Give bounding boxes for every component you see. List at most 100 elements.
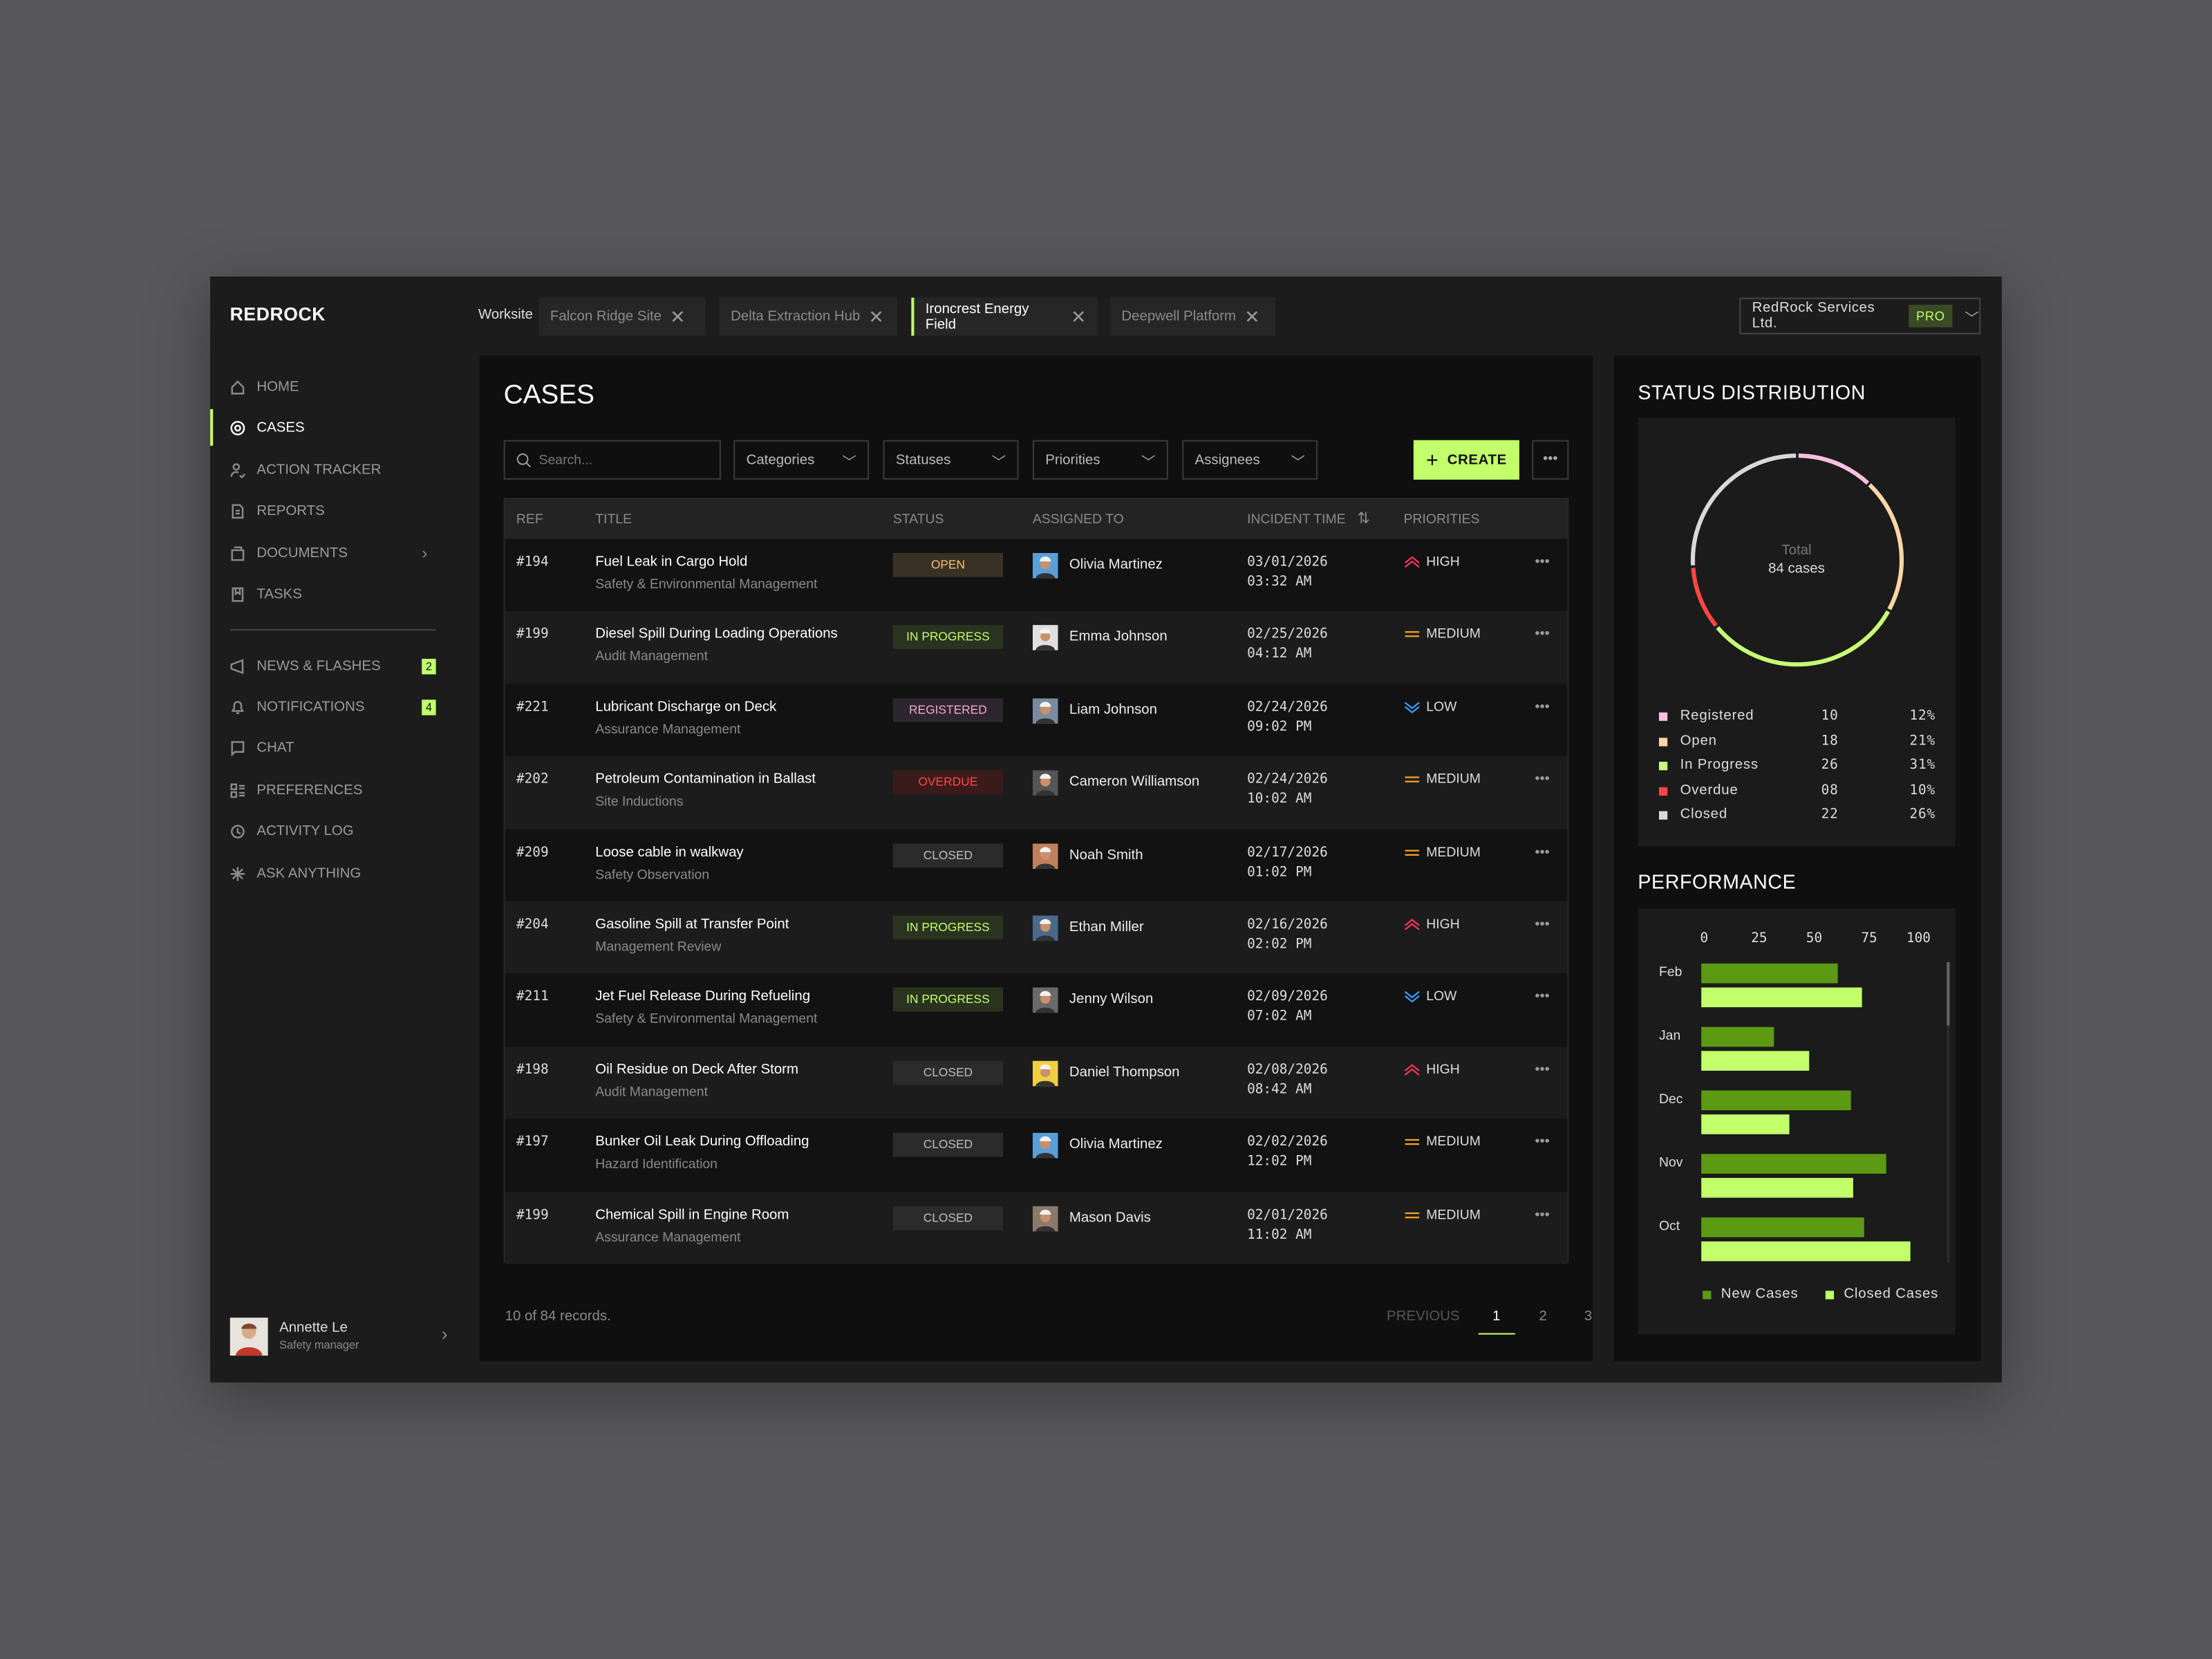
table-row[interactable]: #197 Bunker Oil Leak During Offloading Haz… [505,1118,1568,1192]
sidebar-item-home[interactable]: HOME [210,368,478,405]
scrollbar-thumb[interactable] [1947,962,1950,1026]
table-row[interactable]: #199 Diesel Spill During Loading Operatio… [505,611,1568,684]
worksite-tab[interactable]: Falcon Ridge Site ✕ [538,297,706,336]
row-actions-button[interactable]: ••• [1535,989,1550,1005]
table-row[interactable]: #204 Gasoline Spill at Transfer Point Mana… [505,901,1568,974]
row-actions-button[interactable]: ••• [1535,1134,1550,1150]
case-category: Safety Observation [595,867,710,883]
table-row[interactable]: #221 Lubricant Discharge on Deck Assurance… [505,684,1568,757]
table-row[interactable]: #194 Fuel Leak in Cargo Hold Safety & Envi… [505,538,1568,612]
avatar [1032,1060,1058,1087]
sidebar-item-reports[interactable]: REPORTS [210,492,478,529]
close-icon[interactable]: ✕ [1071,305,1087,327]
assignee-name: Cameron Williamson [1069,774,1200,791]
worksite-tab[interactable]: Deepwell Platform ✕ [1110,297,1275,336]
legend-swatch [1658,737,1668,746]
worksite-tab[interactable]: Ironcrest Energy Field ✕ [911,297,1098,336]
close-icon[interactable]: ✕ [1244,305,1260,327]
company-selector[interactable]: RedRock Services Ltd. PRO ﹀ [1739,297,1981,335]
sidebar-item-notifications[interactable]: NOTIFICATIONS 4 [210,688,478,725]
incident-time: 07:02 AM [1247,1009,1312,1025]
legend-count: 22 [1821,807,1839,823]
previous-button[interactable]: PREVIOUS [1387,1309,1460,1325]
case-title[interactable]: Diesel Spill During Loading Operations [595,626,838,643]
row-actions-button[interactable]: ••• [1535,771,1550,788]
priority-label: MEDIUM [1426,1207,1481,1223]
filter-categories[interactable]: Categories ﹀ [733,440,870,480]
row-actions-button[interactable]: ••• [1535,1062,1550,1078]
create-button[interactable]: + CREATE [1413,440,1519,480]
sidebar-item-cases[interactable]: CASES [210,409,478,446]
page-1[interactable]: 1 [1478,1309,1515,1335]
user-profile[interactable]: Annette Le Safety manager › [229,1318,456,1357]
col-title: TITLE [595,512,632,528]
legend-swatch [1658,712,1668,721]
sidebar-item-action-tracker[interactable]: ACTION TRACKER [210,451,478,488]
company-name: RedRock Services Ltd. [1752,300,1875,332]
case-title[interactable]: Jet Fuel Release During Refueling [595,989,811,1005]
user-role: Safety manager [279,1338,359,1352]
sidebar-item-news-flashes[interactable]: NEWS & FLASHES 2 [210,648,478,684]
sidebar-item-chat[interactable]: CHAT [210,729,478,766]
priority-label: MEDIUM [1426,1134,1481,1150]
row-actions-button[interactable]: ••• [1535,699,1550,715]
status-badge: CLOSED [892,1133,1004,1157]
search-input[interactable]: Search... [503,440,721,480]
case-title[interactable]: Chemical Spill in Engine Room [595,1207,789,1223]
row-actions-button[interactable]: ••• [1535,844,1550,861]
sidebar-item-tasks[interactable]: TASKS [210,576,478,612]
scrollbar-track[interactable] [1947,962,1950,1263]
incident-date: 02/08/2026 [1247,1062,1328,1078]
incident-date: 02/25/2026 [1247,626,1328,643]
chat-icon [231,740,245,756]
page-3[interactable]: 3 [1584,1309,1593,1325]
tab-label: Delta Extraction Hub [731,308,861,325]
x-tick-label: 25 [1751,930,1767,946]
row-actions-button[interactable]: ••• [1535,626,1550,643]
close-icon[interactable]: ✕ [868,305,884,327]
more-options-button[interactable]: ••• [1532,440,1569,480]
sidebar-item-preferences[interactable]: PREFERENCES [210,771,478,808]
case-category: Audit Management [595,1084,708,1100]
incident-time: 12:02 PM [1247,1154,1312,1170]
case-title[interactable]: Gasoline Spill at Transfer Point [595,917,789,932]
page-2[interactable]: 2 [1539,1309,1547,1325]
chevron-right-icon: › [422,543,428,563]
row-actions-button[interactable]: ••• [1535,917,1550,932]
search-icon [516,452,532,467]
sidebar-item-activity-log[interactable]: ACTIVITY LOG [210,813,478,850]
legend-swatch [1703,1291,1712,1300]
filter-assignees[interactable]: Assignees ﹀ [1182,440,1318,480]
row-actions-button[interactable]: ••• [1535,554,1550,570]
col-incident-time[interactable]: INCIDENT TIME [1247,512,1346,528]
sidebar-item-ask-anything[interactable]: ASK ANYTHING [210,855,478,892]
filter-priorities[interactable]: Priorities ﹀ [1032,440,1168,480]
row-actions-button[interactable]: ••• [1535,1207,1550,1223]
case-title[interactable]: Lubricant Discharge on Deck [595,699,777,715]
incident-time: 08:42 AM [1247,1081,1312,1098]
case-title[interactable]: Petroleum Contamination in Ballast [595,771,816,788]
table-row[interactable]: #199 Chemical Spill in Engine Room Assuran… [505,1191,1568,1264]
sort-icon[interactable]: ⇅ [1357,510,1371,528]
worksite-tab[interactable]: Delta Extraction Hub ✕ [719,297,897,336]
chevron-down-icon: ﹀ [991,455,1006,471]
chevron-down-icon: ﹀ [842,455,856,471]
case-title[interactable]: Bunker Oil Leak During Offloading [595,1134,809,1150]
case-title[interactable]: Loose cable in walkway [595,844,744,861]
table-row[interactable]: #198 Oil Residue on Deck After Storm Audit… [505,1046,1568,1119]
case-title[interactable]: Oil Residue on Deck After Storm [595,1062,798,1078]
sidebar-item-documents[interactable]: DOCUMENTS › [210,534,478,571]
case-title[interactable]: Fuel Leak in Cargo Hold [595,554,748,570]
legend-label: Open [1680,733,1717,749]
sidebar-item-label: NEWS & FLASHES [256,658,381,674]
plan-badge: PRO [1909,304,1952,328]
case-ref: #198 [516,1062,549,1078]
sidebar-item-label: TASKS [256,585,302,602]
table-row[interactable]: #202 Petroleum Contamination in Ballast Si… [505,756,1568,830]
table-row[interactable]: #209 Loose cable in walkway Safety Observa… [505,829,1568,902]
incident-date: 03/01/2026 [1247,554,1328,570]
filter-statuses[interactable]: Statuses ﹀ [883,440,1019,480]
close-icon[interactable]: ✕ [670,305,686,327]
table-row[interactable]: #211 Jet Fuel Release During Refueling Saf… [505,973,1568,1047]
table-header: REF TITLE STATUS ASSIGNED TO INCIDENT TI… [505,499,1568,539]
